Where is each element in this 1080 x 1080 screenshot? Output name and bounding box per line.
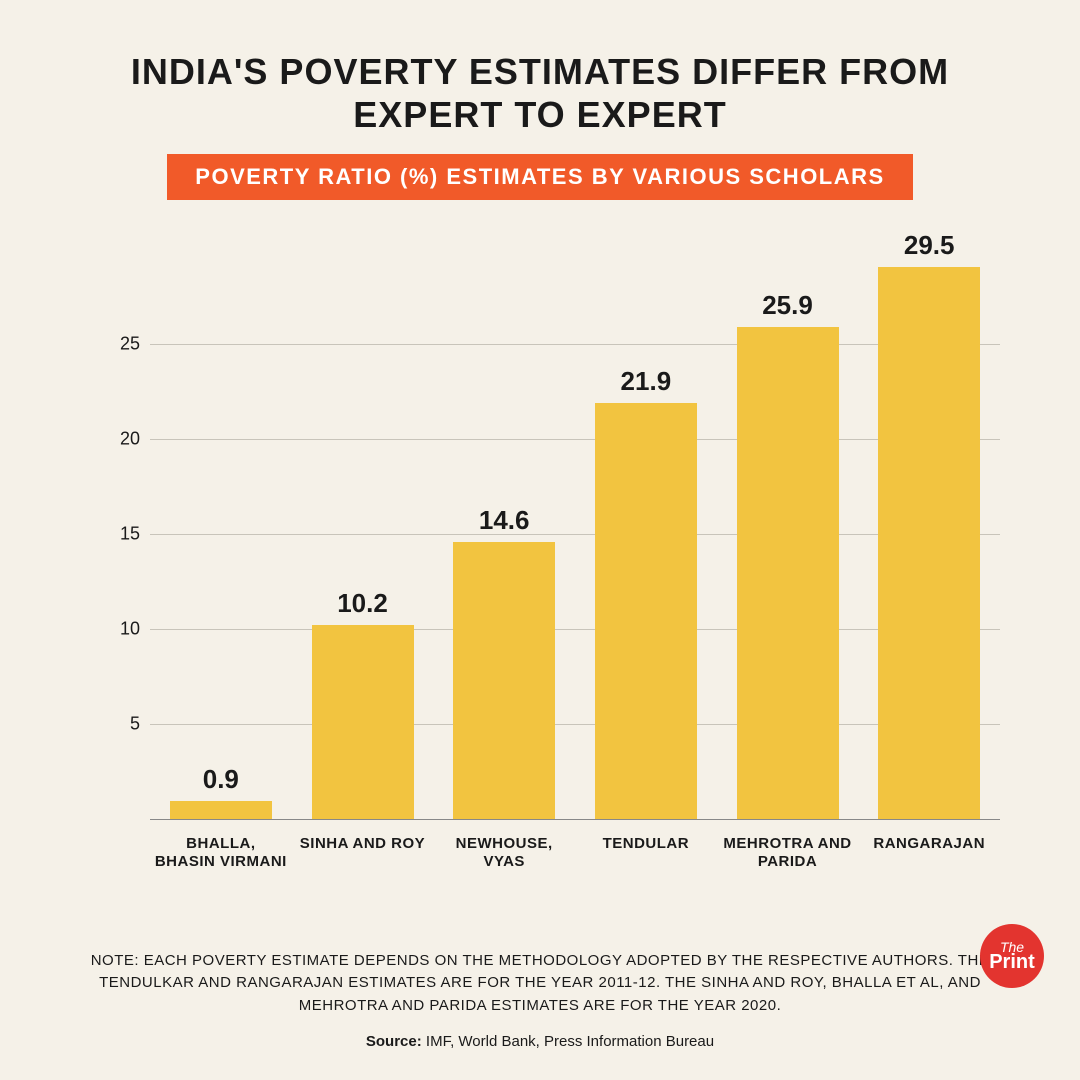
source-line: Source: IMF, World Bank, Press Informati…	[60, 1033, 1020, 1050]
bar-value-label: 29.5	[904, 230, 955, 261]
bar-column: 0.9	[150, 230, 292, 818]
bar-value-label: 25.9	[762, 290, 813, 321]
bar-chart: 5 10 15 20 25 0.9 10.2 14.6 21.9 25.9 29.5 BHALLA,…	[100, 230, 1000, 909]
source-text: IMF, World Bank, Press Information Burea…	[422, 1033, 714, 1050]
bar	[737, 327, 839, 818]
source-label: Source:	[366, 1033, 422, 1050]
bar-column: 10.2	[292, 230, 434, 818]
bar-column: 21.9	[575, 230, 717, 818]
y-tick-label: 25	[100, 334, 140, 355]
x-category-label: BHALLA, BHASIN VIRMANI	[150, 825, 292, 910]
subtitle-banner: POVERTY RATIO (%) ESTIMATES BY VARIOUS S…	[60, 154, 1020, 200]
bar	[453, 542, 555, 819]
bar	[312, 625, 414, 819]
bar	[878, 267, 980, 818]
chart-subtitle: POVERTY RATIO (%) ESTIMATES BY VARIOUS S…	[167, 154, 912, 200]
x-category-label: TENDULAR	[575, 825, 717, 910]
chart-title: INDIA'S POVERTY ESTIMATES DIFFER FROM EX…	[60, 50, 1020, 136]
bar-value-label: 10.2	[337, 588, 388, 619]
y-tick-label: 5	[100, 713, 140, 734]
publisher-logo: The Print	[980, 924, 1044, 988]
bar-column: 14.6	[433, 230, 575, 818]
y-tick-label: 15	[100, 523, 140, 544]
bar	[170, 801, 272, 818]
bar	[595, 403, 697, 818]
bar-value-label: 21.9	[621, 366, 672, 397]
bar-value-label: 0.9	[203, 764, 239, 795]
footnote: NOTE: EACH POVERTY ESTIMATE DEPENDS ON T…	[90, 950, 990, 1018]
bar-column: 29.5	[858, 230, 1000, 818]
bar-column: 25.9	[717, 230, 859, 818]
bars-container: 0.9 10.2 14.6 21.9 25.9 29.5	[150, 230, 1000, 818]
x-category-label: MEHROTRA AND PARIDA	[717, 825, 859, 910]
y-tick-label: 10	[100, 618, 140, 639]
bar-value-label: 14.6	[479, 505, 530, 536]
x-category-label: NEWHOUSE, VYAS	[433, 825, 575, 910]
y-tick-label: 20	[100, 429, 140, 450]
x-category-label: SINHA AND ROY	[292, 825, 434, 910]
logo-line-2: Print	[989, 952, 1035, 972]
x-category-label: RANGARAJAN	[858, 825, 1000, 910]
